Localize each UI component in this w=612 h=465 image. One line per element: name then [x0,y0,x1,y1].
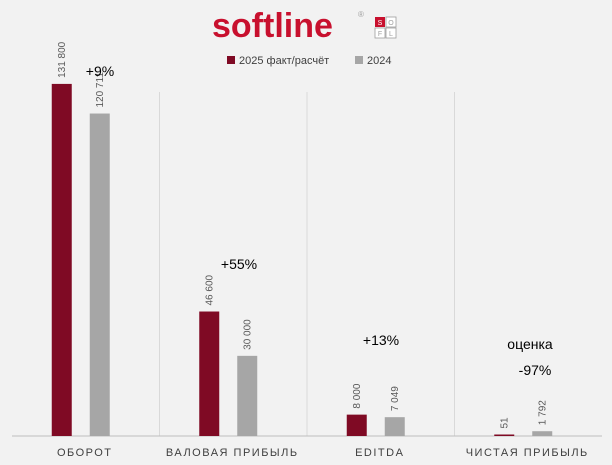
category-labels: ОБОРОТ ВАЛОВАЯ ПРИБЫЛЬ EDITDA ЧИСТАЯ ПРИБЫЛ… [57,447,589,459]
change-annotation: +55% [221,256,257,272]
category-label: ВАЛОВАЯ ПРИБЫЛЬ [166,447,299,459]
bar-2025 [51,83,72,437]
bar-2024 [89,113,110,437]
value-label: 8 000 [352,383,363,408]
logo-box-cell-f [374,27,386,39]
softline-logo: softline ® S O F L [212,7,397,45]
value-label: 46 600 [204,274,215,305]
value-label: 30 000 [242,319,253,350]
category-label: EDITDA [355,447,404,459]
category-label: ЧИСТАЯ ПРИБЫЛЬ [466,447,589,459]
category-label: ОБОРОТ [57,447,113,459]
change-annotation: оценка [507,336,553,352]
bar-2025 [346,414,367,436]
logo-box-letter-f: F [378,31,382,38]
bar-2025 [199,311,220,436]
logo-registered-mark: ® [358,10,364,19]
logo-box-cell-l [385,27,397,39]
category-separators [159,92,455,436]
bar-2024 [237,355,258,436]
value-label: 7 049 [390,386,401,411]
change-annotation: +13% [363,332,399,348]
logo-box-cell-s [375,17,385,27]
value-label: 1 792 [537,400,548,425]
legend-swatch-2025 [227,56,235,64]
logo-box-letter-o: O [388,20,394,27]
bar-2024 [532,431,553,436]
change-annotation: -97% [519,362,552,378]
value-label: 120 711 [95,72,106,108]
logo-box-letter-l: L [389,31,393,38]
value-label: 51 [499,417,510,429]
logo-box-letter-s: S [378,20,383,27]
change-annotations: +9% +55% +13% оценка -97% [86,63,553,378]
legend-label-2025: 2025 факт/расчёт [239,55,329,67]
value-labels: 131 800 120 711 46 600 30 000 8 000 7 049 51 1 … [57,41,549,428]
value-label: 131 800 [57,41,68,78]
logo-box: S O F L [374,16,397,39]
legend-swatch-2024 [355,56,363,64]
logo-wordmark: softline [212,7,333,45]
legend: 2025 факт/расчёт 2024 [227,55,391,67]
legend-label-2024: 2024 [367,55,391,67]
logo-box-cell-o [385,16,397,28]
bars [51,83,553,437]
bar-2024 [384,417,405,436]
bar-2025 [494,434,515,436]
change-annotation: +9% [86,63,114,79]
